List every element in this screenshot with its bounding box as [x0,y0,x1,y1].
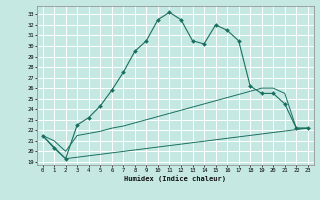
X-axis label: Humidex (Indice chaleur): Humidex (Indice chaleur) [124,175,226,182]
